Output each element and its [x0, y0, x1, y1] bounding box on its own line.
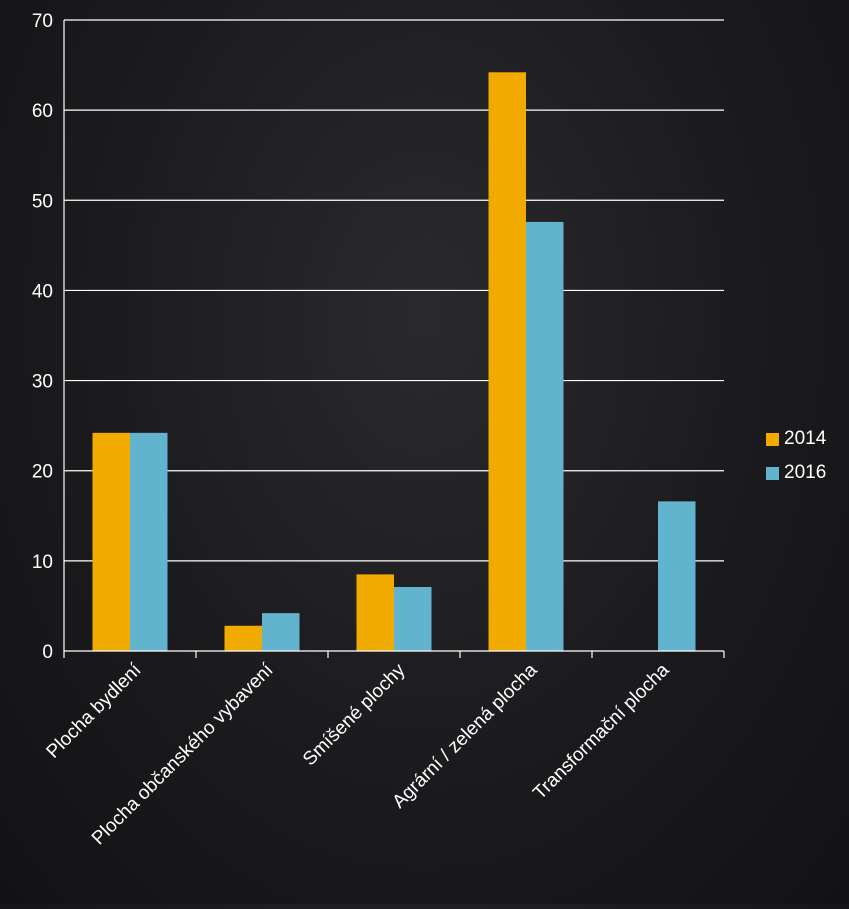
- bar-2016: [130, 432, 168, 651]
- x-tick-label: Plocha bydlení: [43, 659, 146, 762]
- bar-2014: [488, 72, 526, 652]
- bar-2016: [658, 501, 696, 651]
- y-tick-label: 50: [32, 191, 53, 212]
- y-tick-label: 60: [32, 101, 53, 122]
- axes: [63, 20, 725, 658]
- bar-2014: [356, 574, 394, 651]
- y-tick-label: 70: [32, 11, 53, 32]
- y-tick-label: 10: [32, 552, 53, 573]
- legend-item-2016: 2016: [766, 456, 826, 490]
- legend-swatch-2014: [766, 432, 779, 446]
- bar-2016: [394, 586, 432, 651]
- legend-swatch-2016: [766, 466, 779, 480]
- legend-label-2016: 2016: [784, 462, 827, 483]
- y-tick-label: 0: [42, 642, 53, 663]
- x-tick-label: Transformační plocha: [529, 659, 674, 804]
- legend-item-2014: 2014: [766, 422, 826, 456]
- bar-2016: [526, 221, 564, 652]
- y-tick-labels: 0 10 20 30 40 50 60 70: [32, 11, 53, 663]
- gridlines: [64, 19, 724, 562]
- bars: [92, 72, 696, 652]
- y-tick-label: 20: [32, 462, 53, 483]
- x-tick-label: Agrární / zelená plocha: [389, 659, 542, 812]
- legend: 2014 2016: [766, 422, 826, 490]
- legend-label-2014: 2014: [784, 428, 827, 449]
- x-tick-label: Smíšené plochy: [299, 659, 410, 770]
- bar-2016: [262, 613, 300, 651]
- bar-2014: [92, 432, 130, 651]
- y-tick-label: 40: [32, 281, 53, 302]
- y-tick-label: 30: [32, 372, 53, 393]
- bar-2014: [224, 625, 262, 651]
